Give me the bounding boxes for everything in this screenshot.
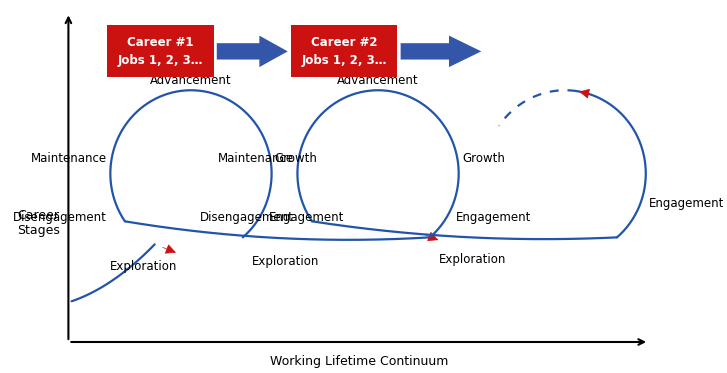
Text: Career #2
Jobs 1, 2, 3…: Career #2 Jobs 1, 2, 3… [302,36,387,67]
Text: Engagement: Engagement [649,197,724,210]
Text: Advancement: Advancement [337,73,419,87]
FancyBboxPatch shape [291,25,398,77]
Text: Maintenance: Maintenance [31,152,107,165]
Text: Engagement: Engagement [456,211,531,225]
Polygon shape [217,36,288,67]
Text: Disengagement: Disengagement [13,211,107,225]
Text: Engagement: Engagement [268,211,344,225]
Text: Career #1
Jobs 1, 2, 3…: Career #1 Jobs 1, 2, 3… [118,36,203,67]
Text: Exploration: Exploration [438,253,506,266]
Text: Advancement: Advancement [150,73,232,87]
Text: Growth: Growth [462,152,505,165]
Text: Growth: Growth [275,152,318,165]
FancyBboxPatch shape [107,25,214,77]
Polygon shape [401,36,481,67]
Text: Disengagement: Disengagement [201,211,294,225]
Text: Working Lifetime Continuum: Working Lifetime Continuum [270,355,448,368]
Text: Exploration: Exploration [110,260,177,273]
Text: Career
Stages: Career Stages [17,209,60,237]
Text: Maintenance: Maintenance [218,152,294,165]
Text: Exploration: Exploration [252,255,319,268]
